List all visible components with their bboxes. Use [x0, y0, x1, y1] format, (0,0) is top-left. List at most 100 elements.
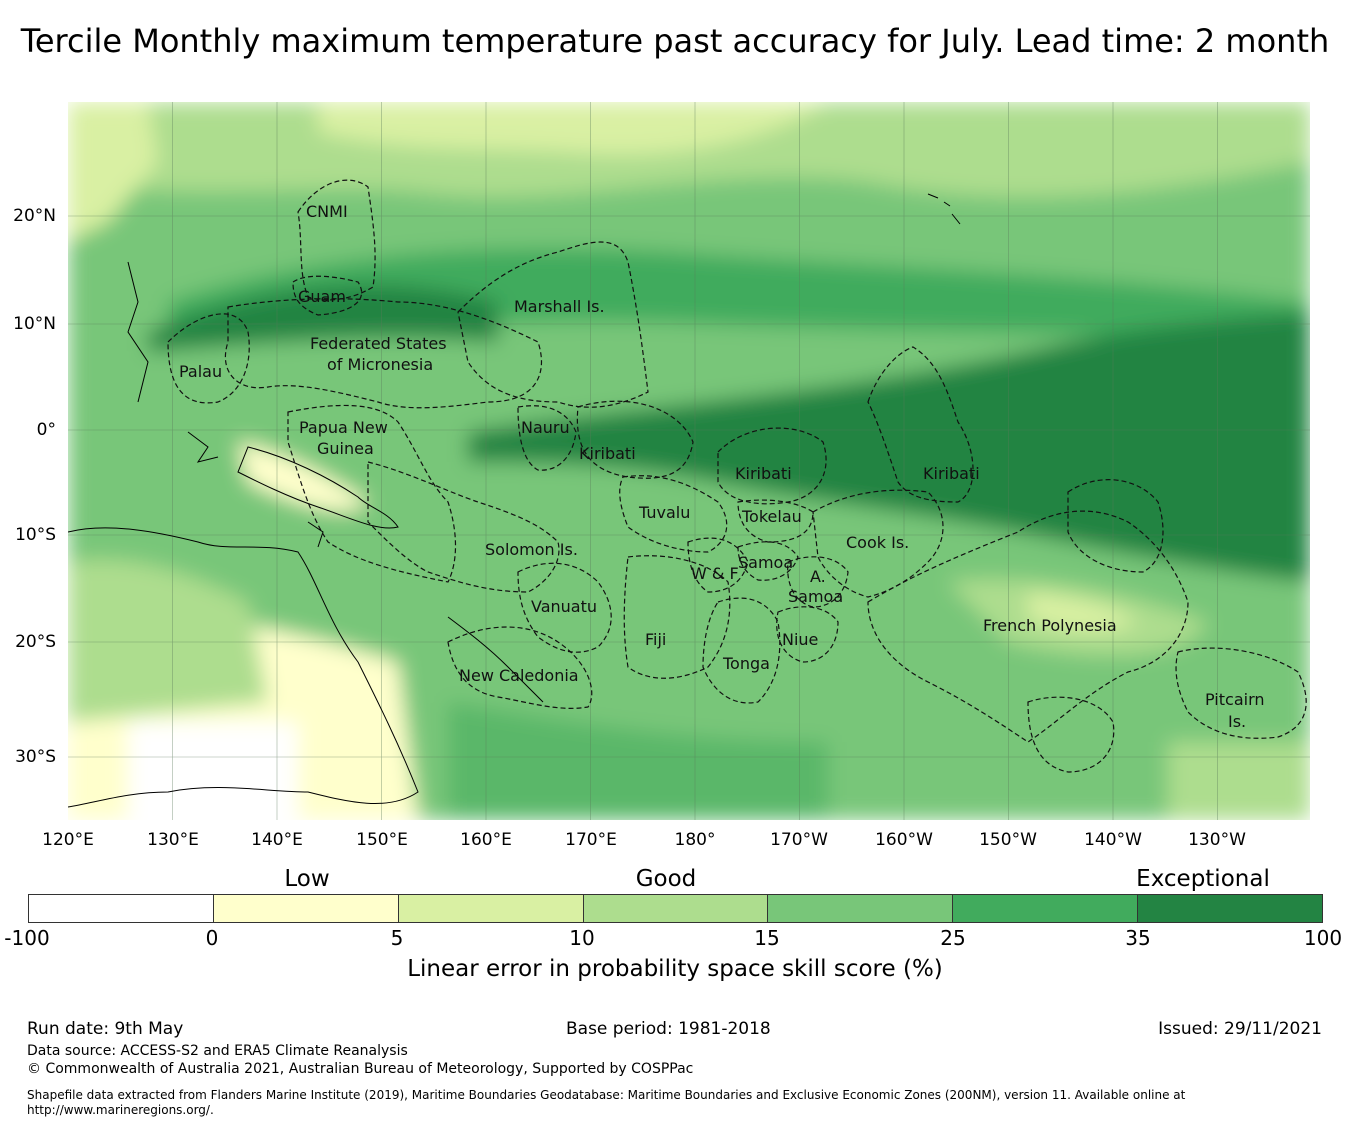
eez-cnmi	[297, 179, 376, 301]
map-title: Tercile Monthly maximum temperature past…	[20, 22, 1330, 60]
lon-label: 120°E	[42, 830, 94, 850]
lon-label: 150°W	[979, 830, 1037, 850]
colorbar-tick: 35	[1125, 926, 1151, 950]
eez-solomon	[367, 461, 560, 593]
colorbar-segment	[768, 895, 954, 922]
region-label-nauru: Nauru	[521, 418, 570, 437]
colorbar-tick: 15	[754, 926, 780, 950]
region-label-cook: Cook Is.	[846, 533, 909, 552]
colorbar-category-good: Good	[635, 866, 697, 892]
data-source: Data source: ACCESS-S2 and ERA5 Climate …	[27, 1043, 408, 1059]
lat-label: 20°N	[13, 206, 56, 226]
colorbar-segment	[213, 895, 399, 922]
eez-kiribati-west	[576, 400, 694, 479]
copyright: © Commonwealth of Australia 2021, Austra…	[27, 1061, 694, 1077]
colorbar-segment	[583, 895, 769, 922]
region-label-fiji: Fiji	[645, 630, 666, 649]
eez-fsm	[224, 298, 542, 409]
region-label-vanuatu: Vanuatu	[531, 597, 597, 616]
region-label-kiribati-east: Kiribati	[923, 464, 980, 483]
eez-tonga	[702, 597, 781, 704]
shapefile-url: http://www.marineregions.org/.	[27, 1103, 214, 1117]
lon-label: 160°W	[875, 830, 933, 850]
region-label-asamoa-1: A.	[810, 567, 826, 586]
region-label-kiribati-west: Kiribati	[579, 444, 636, 463]
region-label-niue: Niue	[782, 630, 818, 649]
grid-lines	[68, 102, 1310, 820]
eez-tokelau	[737, 499, 814, 543]
lon-label: 130°W	[1188, 830, 1246, 850]
colorbar-tick: 10	[569, 926, 595, 950]
lon-label: 130°E	[147, 830, 199, 850]
region-label-french-polynesia: French Polynesia	[983, 616, 1117, 635]
eez-fiji	[623, 555, 731, 679]
lon-label: 140°E	[251, 830, 303, 850]
region-label-pitcairn-2: Is.	[1228, 712, 1246, 731]
colorbar-category-low: Low	[284, 866, 330, 892]
skill-field	[68, 102, 1310, 820]
eez-vanuatu	[517, 562, 612, 653]
run-date: Run date: 9th May	[27, 1019, 184, 1039]
eez-samoa	[737, 541, 799, 581]
lat-label: 30°S	[15, 747, 56, 767]
base-period: Base period: 1981-2018	[566, 1019, 771, 1039]
region-label-tuvalu: Tuvalu	[638, 503, 690, 522]
eez-french-polynesia	[867, 510, 1189, 743]
eez-png	[287, 404, 457, 583]
colorbar-category-exceptional: Exceptional	[1136, 866, 1270, 892]
coastlines	[68, 193, 961, 808]
region-label-solomon: Solomon Is.	[485, 540, 578, 559]
colorbar-segment	[953, 895, 1139, 922]
region-labels: CNMI Guam Marshall Is. Federated States …	[179, 202, 1265, 731]
issued-date: Issued: 29/11/2021	[1158, 1019, 1322, 1039]
eez-guam	[292, 275, 363, 316]
lon-label: 170°E	[565, 830, 617, 850]
region-label-new-caledonia: New Caledonia	[459, 666, 579, 685]
colorbar-tick: 25	[940, 926, 966, 950]
lat-label: 0°	[36, 420, 56, 440]
region-label-wf: W & F	[691, 564, 739, 583]
region-label-guam: Guam	[298, 287, 346, 306]
region-label-fsm-2: of Micronesia	[327, 355, 433, 374]
eez-asamoa	[787, 556, 849, 608]
skill-score-map: CNMI Guam Marshall Is. Federated States …	[68, 102, 1310, 820]
colorbar-tick: -100	[4, 926, 50, 950]
region-label-samoa: Samoa	[738, 553, 793, 572]
lon-label: 140°W	[1084, 830, 1142, 850]
eez-niue	[776, 606, 839, 663]
eez-palau	[167, 313, 250, 404]
eez-marshall	[457, 241, 649, 408]
lon-label: 170°W	[770, 830, 828, 850]
region-label-png-2: Guinea	[317, 439, 374, 458]
colorbar-segment	[1138, 895, 1323, 922]
lon-label: 180°	[674, 830, 716, 850]
lon-label: 150°E	[356, 830, 408, 850]
region-label-tonga: Tonga	[722, 654, 770, 673]
lat-label: 10°N	[13, 314, 56, 334]
region-label-png-1: Papua New	[299, 418, 388, 437]
region-label-cnmi: CNMI	[306, 202, 348, 221]
eez-tuvalu	[619, 475, 728, 553]
region-label-kiribati-central: Kiribati	[735, 464, 792, 483]
shapefile-credit: Shapefile data extracted from Flanders M…	[27, 1088, 1186, 1102]
eez-kiribati-line	[1067, 479, 1164, 573]
colorbar-tick: 100	[1303, 926, 1343, 950]
eez-pitcairn	[1175, 647, 1307, 739]
region-label-tokelau: Tokelau	[741, 507, 802, 526]
eez-wf	[687, 537, 749, 593]
eez-kiribati-central	[717, 427, 827, 505]
colorbar-tick: 0	[205, 926, 219, 950]
colorbar-label: Linear error in probability space skill …	[407, 956, 943, 982]
colorbar-segment	[29, 895, 214, 922]
region-label-marshall: Marshall Is.	[514, 297, 605, 316]
lat-label: 10°S	[15, 525, 56, 545]
region-label-asamoa-2: Samoa	[788, 587, 843, 606]
eez-kiribati-east	[867, 346, 974, 503]
eez-boundaries	[167, 179, 1307, 773]
colorbar	[28, 894, 1323, 923]
eez-pitcairn-west	[1027, 696, 1115, 773]
region-label-pitcairn-1: Pitcairn	[1205, 690, 1265, 709]
eez-cookis	[812, 489, 944, 598]
colorbar-segment	[398, 895, 584, 922]
region-label-palau: Palau	[179, 362, 222, 381]
